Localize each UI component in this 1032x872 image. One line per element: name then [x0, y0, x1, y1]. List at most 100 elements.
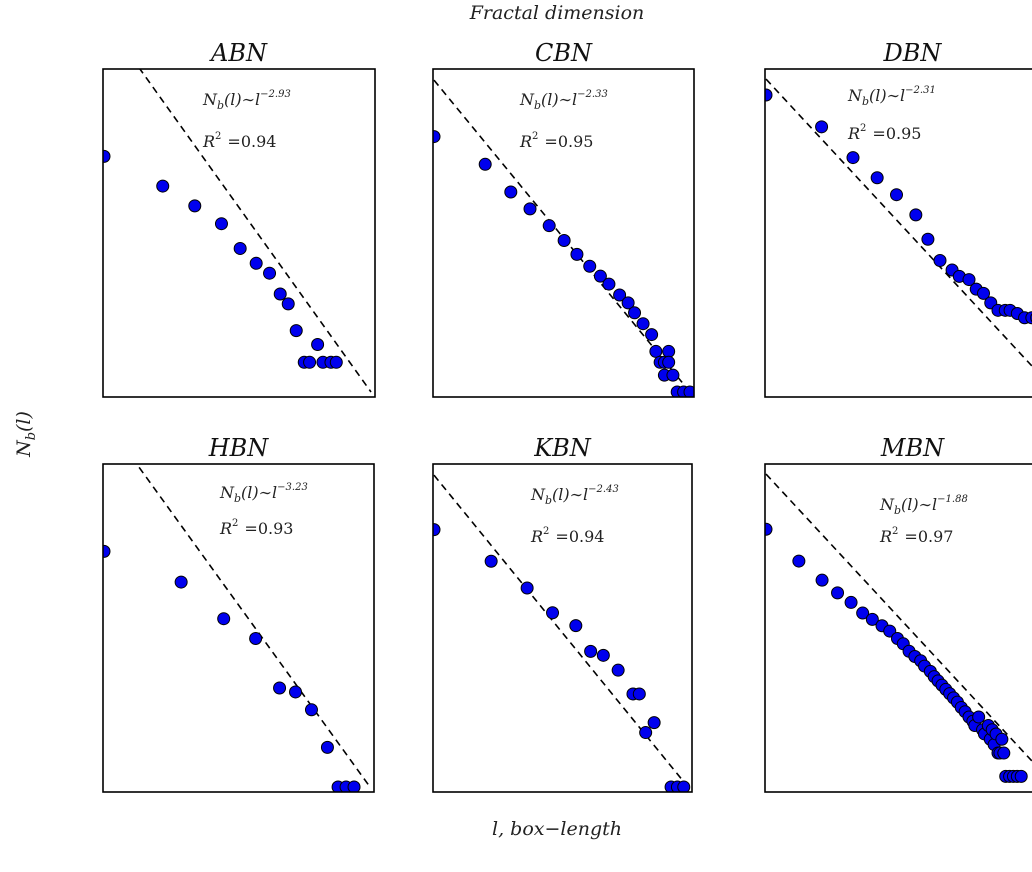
data-points	[433, 523, 691, 792]
data-points	[103, 544, 361, 792]
r-squared-annotation: R2 =0.97	[879, 526, 953, 546]
data-point	[844, 595, 858, 609]
data-point	[972, 710, 986, 724]
data-points	[103, 149, 343, 369]
r-squared-annotation: R2 =0.95	[847, 123, 921, 143]
data-point	[890, 188, 903, 202]
data-point	[289, 324, 303, 338]
data-point	[596, 648, 610, 662]
data-point	[632, 687, 646, 701]
power-law-annotation: Nb(l)∼l−3.23	[219, 482, 308, 505]
data-point	[273, 681, 287, 695]
data-point	[188, 199, 202, 213]
data-point	[815, 573, 829, 587]
data-point	[273, 287, 287, 301]
data-point	[977, 286, 990, 300]
data-point	[329, 355, 343, 369]
data-point	[249, 256, 263, 270]
data-point	[233, 241, 247, 255]
data-point	[997, 746, 1011, 760]
data-point	[593, 269, 607, 283]
power-law-annotation: Nb(l)∼l−2.31	[847, 85, 936, 108]
data-point	[217, 612, 231, 626]
data-point	[628, 306, 642, 320]
data-point	[557, 234, 571, 248]
data-point	[156, 179, 170, 193]
data-point	[639, 726, 653, 740]
panel-abn: ABN Nb(l)∼l−2.93 R2 =0.94	[102, 39, 376, 398]
data-point	[792, 554, 806, 568]
data-point	[174, 575, 188, 589]
data-point	[765, 522, 773, 536]
data-point	[870, 171, 884, 185]
axes-frame	[102, 463, 375, 793]
data-point	[249, 632, 263, 645]
data-point	[662, 344, 676, 358]
axes-frame	[764, 463, 1032, 793]
data-point	[281, 297, 295, 311]
data-point	[962, 273, 976, 287]
data-point	[584, 644, 598, 658]
data-point	[602, 277, 616, 291]
data-point	[666, 368, 680, 382]
data-point	[433, 523, 441, 537]
data-point	[304, 703, 318, 717]
power-law-annotation: Nb(l)∼l−2.93	[202, 89, 291, 112]
panel-title: MBN	[880, 434, 945, 462]
data-point	[1014, 769, 1028, 783]
figure-title: Fractal dimension	[469, 2, 645, 24]
data-point	[289, 685, 303, 699]
r-squared-annotation: R2 =0.94	[202, 131, 276, 151]
fit-line	[433, 474, 689, 788]
data-point	[484, 554, 498, 568]
data-point	[815, 120, 829, 134]
panel-title: DBN	[883, 39, 943, 67]
x-axis-label: l, box−length	[492, 818, 622, 840]
panel-title: HBN	[208, 434, 270, 462]
r-squared-annotation: R2 =0.93	[219, 518, 293, 538]
data-point	[103, 149, 111, 163]
fit-line	[135, 464, 371, 788]
panel-mbn: MBN Nb(l)∼l−1.88 R2 =0.97	[764, 434, 1032, 793]
data-point	[320, 740, 334, 754]
data-point	[856, 606, 870, 620]
data-point	[683, 385, 694, 397]
data-point	[433, 130, 441, 144]
r-squared-annotation: R2 =0.95	[519, 131, 593, 151]
data-point	[909, 208, 923, 222]
axes-frame	[432, 463, 693, 793]
data-point	[765, 88, 773, 102]
fit-line	[433, 79, 691, 393]
panel-kbn: KBN Nb(l)∼l−2.43 R2 =0.94	[432, 434, 693, 793]
axes-frame	[102, 68, 376, 398]
data-point	[546, 606, 560, 620]
r-squared-annotation: R2 =0.94	[530, 526, 604, 546]
panel-title: KBN	[533, 434, 592, 462]
data-points	[765, 88, 1032, 325]
data-point	[645, 328, 659, 342]
data-point	[647, 716, 661, 730]
fit-line	[138, 69, 372, 393]
panel-title: CBN	[535, 39, 593, 67]
axes-frame	[432, 68, 695, 398]
data-point	[520, 581, 534, 595]
data-point	[995, 732, 1009, 746]
power-law-annotation: Nb(l)∼l−2.43	[530, 484, 619, 507]
data-point	[621, 296, 635, 310]
power-law-annotation: Nb(l)∼l−2.33	[519, 89, 608, 112]
data-point	[662, 355, 676, 369]
data-point	[311, 337, 325, 351]
data-point	[583, 259, 597, 273]
data-point	[303, 355, 317, 369]
data-point	[478, 157, 492, 171]
data-point	[570, 247, 584, 261]
axes-frame	[764, 68, 1032, 398]
data-point	[103, 544, 111, 558]
power-law-annotation: Nb(l)∼l−1.88	[879, 494, 968, 517]
panel-cbn: CBN Nb(l)∼l−2.33 R2 =0.95	[432, 39, 695, 398]
data-point	[504, 185, 518, 199]
data-point	[636, 317, 650, 331]
data-point	[846, 151, 860, 165]
data-point	[263, 266, 277, 280]
